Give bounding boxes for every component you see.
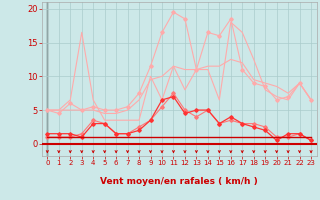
X-axis label: Vent moyen/en rafales ( km/h ): Vent moyen/en rafales ( km/h ) (100, 177, 258, 186)
